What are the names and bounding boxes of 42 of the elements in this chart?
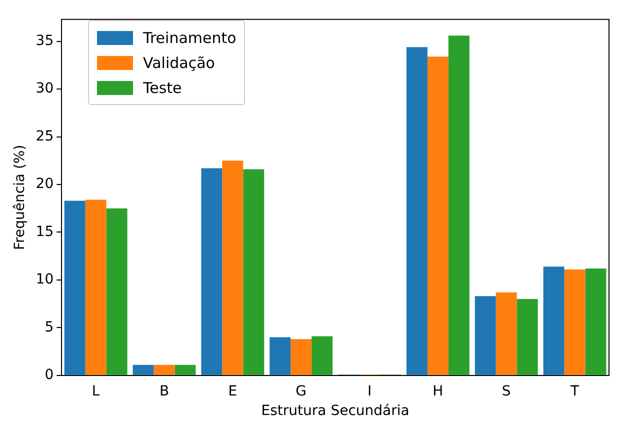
x-tick-label: H bbox=[432, 383, 444, 400]
x-tick-label: L bbox=[92, 383, 100, 400]
bar bbox=[496, 292, 517, 375]
y-tick-label: 0 bbox=[44, 367, 54, 384]
bar bbox=[406, 47, 428, 375]
bar bbox=[270, 337, 291, 375]
bar bbox=[222, 160, 244, 375]
bar bbox=[564, 269, 586, 375]
bar bbox=[448, 36, 470, 375]
x-tick-label: B bbox=[159, 383, 170, 400]
x-tick-label: I bbox=[367, 383, 372, 400]
y-tick-label: 30 bbox=[36, 80, 54, 97]
bar bbox=[174, 364, 196, 375]
x-tick-label: T bbox=[570, 383, 580, 400]
legend-label: Treinamento bbox=[143, 28, 236, 46]
bar bbox=[543, 266, 564, 375]
y-tick-label: 20 bbox=[36, 176, 54, 192]
legend-label: Teste bbox=[143, 78, 182, 96]
bar bbox=[474, 296, 496, 375]
bar bbox=[132, 364, 154, 375]
y-tick-label: 35 bbox=[36, 32, 54, 49]
bar bbox=[427, 56, 448, 375]
x-tick-label: E bbox=[228, 383, 238, 400]
legend-label: Validação bbox=[143, 54, 215, 72]
x-axis-title: Estrutura Secundária bbox=[261, 403, 410, 420]
x-tick-label: S bbox=[502, 383, 511, 400]
y-tick-label: 5 bbox=[44, 319, 54, 336]
y-axis-title: Frequência (%) bbox=[12, 144, 28, 250]
x-tick-label: G bbox=[296, 383, 307, 400]
y-tick-label: 10 bbox=[36, 272, 54, 288]
bar bbox=[516, 299, 538, 375]
bar bbox=[64, 200, 86, 375]
bar bbox=[290, 339, 312, 375]
y-tick-label: 15 bbox=[36, 224, 54, 240]
bar bbox=[85, 200, 106, 375]
bar bbox=[243, 169, 264, 375]
bar bbox=[585, 268, 606, 375]
bar bbox=[201, 168, 222, 375]
bar bbox=[312, 336, 333, 375]
bar bbox=[154, 364, 175, 375]
y-tick-label: 25 bbox=[36, 128, 54, 144]
bar bbox=[106, 208, 128, 375]
